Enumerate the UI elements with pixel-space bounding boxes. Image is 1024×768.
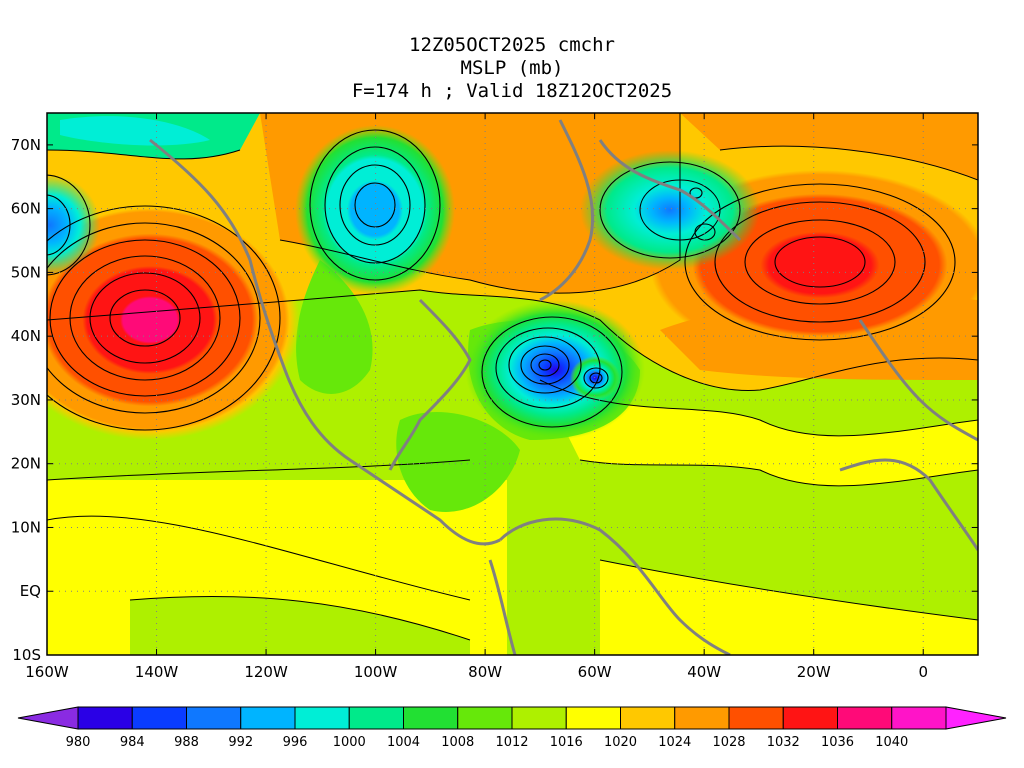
lon-label: 140W (135, 663, 179, 681)
colorbar-swatch (240, 706, 296, 730)
colorbar-swatch (186, 706, 242, 730)
colorbar-swatch (294, 706, 350, 730)
lat-label: 70N (11, 136, 41, 154)
isobars (47, 129, 956, 431)
colorbar-label: 1012 (495, 735, 528, 750)
colorbar-label: 1000 (333, 735, 366, 750)
lat-label: 50N (11, 263, 41, 281)
coastlines (149, 119, 978, 655)
lat-label: 20N (11, 455, 41, 473)
colorbar-swatch (403, 706, 459, 730)
isobar-lines (47, 113, 978, 641)
colorbar-legend: 980 984 988 992 996 1000 1004 1008 1012 1016 1020 1… (17, 706, 1007, 750)
colorbar-label: 1036 (821, 735, 854, 750)
colorbar-label: 984 (120, 735, 145, 750)
longitude-labels: 160W 140W 120W 100W 80W 60W 40W 20W 0 (25, 663, 928, 681)
axis-ticks (46, 113, 978, 656)
lon-label: 80W (468, 663, 502, 681)
lon-label: 100W (354, 663, 398, 681)
colorbar-swatch (891, 706, 947, 730)
title-line-1: 12Z05OCT2025 cmchr (409, 34, 615, 56)
colorbar-label: 1028 (712, 735, 745, 750)
colorbar-label: 1024 (658, 735, 691, 750)
colorbar-swatch (620, 706, 676, 730)
colorbar-swatch (457, 706, 513, 730)
colorbar-label: 1040 (875, 735, 908, 750)
lon-label: 0 (918, 663, 928, 681)
lat-label: 40N (11, 327, 41, 345)
colorbar-label: 1032 (767, 735, 800, 750)
colorbar-label: 992 (228, 735, 253, 750)
lon-label: 20W (797, 663, 831, 681)
colorbar-swatch (674, 706, 730, 730)
lon-label: 160W (25, 663, 69, 681)
lat-label: 60N (11, 200, 41, 218)
lat-label: 10S (12, 646, 41, 664)
colorbar-label: 988 (174, 735, 199, 750)
colorbar-label: 1020 (604, 735, 637, 750)
colorbar-swatch (131, 706, 187, 730)
lon-label: 40W (687, 663, 721, 681)
colorbar-swatch (837, 706, 893, 730)
colorbar-label: 1004 (387, 735, 420, 750)
latitude-labels: 70N 60N 50N 40N 30N 20N 10N EQ 10S (11, 136, 41, 664)
colorbar-swatch (348, 706, 404, 730)
colorbar-over-arrow (945, 706, 1007, 730)
colorbar-swatch (728, 706, 784, 730)
lon-label: 120W (244, 663, 288, 681)
colorbar-under-arrow (17, 706, 79, 730)
plot-frame (46, 112, 979, 656)
colorbar-swatch (782, 706, 838, 730)
lat-label: 30N (11, 391, 41, 409)
colorbar-swatch (511, 706, 567, 730)
lon-label: 60W (578, 663, 612, 681)
colorbar-label: 1008 (441, 735, 474, 750)
lat-label: 10N (11, 518, 41, 536)
colorbar-swatch (565, 706, 621, 730)
pressure-field (47, 113, 978, 655)
colorbar-swatch (77, 706, 133, 730)
colorbar-label: 996 (283, 735, 308, 750)
lat-label: EQ (20, 582, 41, 600)
title-line-3: F=174 h ; Valid 18Z12OCT2025 (351, 80, 673, 102)
title-line-2: MSLP (mb) (460, 57, 564, 79)
colorbar-label: 980 (66, 735, 91, 750)
graticule (47, 113, 978, 655)
colorbar-label: 1016 (550, 735, 583, 750)
